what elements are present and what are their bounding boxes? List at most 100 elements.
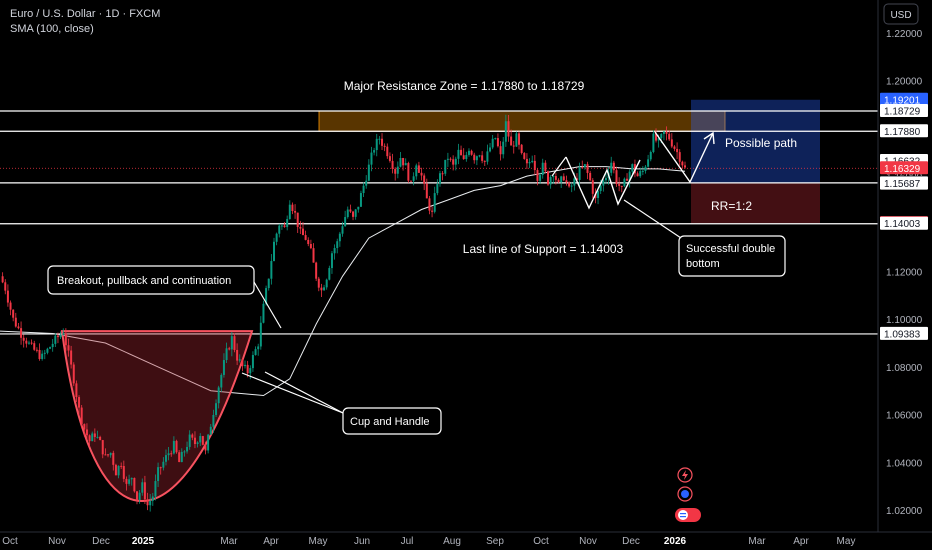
candle-body — [441, 173, 444, 175]
candle-body — [122, 466, 125, 479]
candle-body — [362, 185, 365, 194]
price-tag-bg — [880, 104, 928, 118]
candle-body — [212, 414, 215, 427]
candle-body — [386, 146, 389, 157]
candle-body — [570, 185, 573, 187]
candle-body — [620, 185, 623, 187]
y-tick-label: 1.20000 — [886, 77, 923, 88]
globe-icon[interactable] — [677, 486, 693, 502]
candle-body — [91, 433, 94, 442]
candle-body — [225, 348, 228, 361]
breakout-callout[interactable]: Breakout, pullback and continuation — [47, 265, 255, 295]
resistance-zone — [318, 110, 726, 132]
x-tick-label: Oct — [533, 536, 549, 547]
candle-body — [602, 180, 605, 186]
x-tick-label: Jun — [354, 536, 370, 547]
candle-body — [333, 248, 336, 254]
candle-body — [136, 491, 138, 500]
candle-body — [220, 374, 223, 388]
candle-body — [344, 217, 347, 227]
candle-body — [449, 158, 452, 160]
candle-body — [525, 158, 528, 164]
candle-body — [636, 173, 639, 177]
flag-icon[interactable] — [675, 508, 701, 522]
candle-body — [528, 162, 531, 164]
candle-body — [610, 162, 613, 173]
x-tick-label: Mar — [220, 536, 238, 547]
candle-body — [186, 446, 189, 452]
candle-body — [623, 178, 626, 187]
candle-body — [475, 156, 478, 161]
cup-handle-callout[interactable]: Cup and Handle — [342, 407, 442, 435]
candle-body — [591, 180, 594, 194]
double-bottom-callout-line2: bottom — [686, 258, 720, 270]
candle-body — [88, 435, 91, 442]
lightning-icon[interactable] — [677, 467, 693, 483]
possible-path-arrow — [703, 131, 715, 145]
candle-body — [359, 193, 362, 207]
candle-body — [483, 160, 486, 162]
possible-path-label: Possible path — [725, 136, 797, 150]
price-tag-1.16329: 1.16329 — [884, 164, 921, 175]
candle-body — [512, 145, 515, 147]
candle-body — [499, 146, 502, 155]
candle-body — [251, 355, 254, 369]
double-bottom-callout[interactable]: Successful double bottom — [678, 235, 786, 277]
candle-body — [578, 167, 581, 180]
candle-body — [557, 179, 560, 183]
x-axis[interactable]: Oct Nov Dec 2025 Mar Apr May Jun Jul Aug Sep Oct Nov… — [0, 531, 932, 547]
risk-reward-label: RR=1:2 — [711, 199, 752, 213]
candle-body — [38, 349, 41, 359]
candle-body — [17, 326, 20, 329]
candle-body — [541, 162, 544, 175]
candle-body — [494, 138, 497, 140]
candle-body — [51, 343, 54, 348]
candle-body — [283, 225, 286, 228]
price-tag-1.18729: 1.18729 — [884, 107, 921, 118]
candle-body — [644, 166, 647, 171]
candle-body — [56, 335, 59, 338]
candle-body — [346, 209, 349, 218]
x-tick-label: Mar — [748, 536, 766, 547]
double-bottom-callout-line1: Successful double — [686, 243, 775, 255]
candle-body — [370, 152, 373, 165]
candle-body — [49, 347, 52, 349]
candle-body — [59, 334, 62, 338]
candle-body — [604, 178, 607, 181]
candle-body — [323, 287, 326, 291]
candles-layer — [1, 114, 686, 512]
price-tag-bg — [880, 176, 928, 190]
candle-body — [388, 156, 391, 161]
candle-body — [233, 336, 236, 350]
double-bottom-lead — [551, 156, 567, 177]
candle-body — [489, 147, 492, 152]
currency-button[interactable] — [883, 3, 919, 25]
x-tick-label: Oct — [2, 536, 18, 547]
candle-body — [4, 282, 7, 291]
candle-body — [301, 228, 304, 236]
breakout-callout-text: Breakout, pullback and continuation — [57, 275, 231, 287]
candle-body — [217, 387, 220, 404]
candle-body — [193, 437, 196, 445]
candle-body — [562, 176, 565, 181]
candle-body — [12, 309, 15, 318]
candle-body — [378, 138, 381, 140]
candle-body — [536, 170, 539, 181]
candle-body — [381, 138, 384, 146]
candle-body — [573, 178, 576, 186]
candle-body — [676, 148, 679, 153]
candle-body — [75, 383, 78, 398]
candle-body — [270, 261, 273, 279]
candle-body — [244, 364, 247, 367]
candle-body — [125, 478, 128, 484]
candle-body — [259, 322, 262, 347]
x-tick-label: Aug — [443, 536, 461, 547]
candle-body — [241, 359, 244, 367]
candle-body — [196, 442, 199, 445]
candle-body — [352, 211, 355, 217]
candle-body — [101, 440, 104, 455]
candle-body — [265, 288, 268, 304]
candle-body — [357, 206, 360, 210]
candle-body — [27, 342, 30, 344]
